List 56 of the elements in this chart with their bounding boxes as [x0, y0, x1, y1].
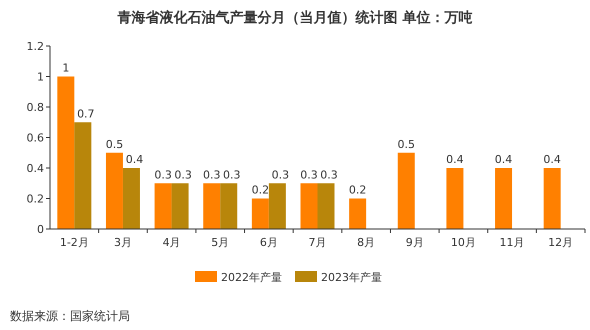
- data-label: 1: [62, 62, 70, 74]
- data-label: 0.2: [252, 184, 270, 196]
- data-label: 0.3: [300, 168, 318, 182]
- data-label: 0.4: [446, 153, 464, 166]
- bar: [220, 183, 238, 229]
- bar: [446, 168, 464, 229]
- y-tick-label: 0.6: [26, 132, 44, 144]
- bar: [172, 183, 189, 229]
- chart-title: 青海省液化石油气产量分月（当月值）统计图 单位：万吨: [116, 9, 472, 26]
- x-tick-label: 3月: [114, 236, 132, 249]
- bar: [398, 152, 415, 229]
- y-tick-label: 0.4: [26, 162, 44, 175]
- legend-label: 2023年产量: [321, 271, 382, 284]
- data-label: 0.3: [320, 168, 338, 182]
- data-label: 0.7: [77, 107, 95, 120]
- bar: [349, 198, 366, 229]
- x-tick-label: 12月: [548, 236, 574, 249]
- x-tick-label: 1-2月: [60, 236, 89, 249]
- x-tick-label: 10月: [450, 236, 476, 249]
- y-tick-label: 0.8: [26, 101, 44, 114]
- x-tick-label: 6月: [260, 236, 278, 249]
- bar: [318, 183, 334, 229]
- bar: [57, 76, 74, 229]
- bar: [122, 168, 140, 229]
- bar: [544, 168, 561, 229]
- y-tick-label: 0: [37, 223, 44, 236]
- x-tick-label: 9月: [406, 236, 424, 249]
- bar: [203, 183, 220, 229]
- y-tick-label: 0.2: [26, 192, 44, 206]
- data-label: 0.4: [126, 153, 144, 166]
- data-label: 0.5: [106, 138, 124, 151]
- legend-label: 2022年产量: [221, 271, 282, 284]
- x-tick-label: 5月: [211, 236, 230, 249]
- data-label: 0.3: [154, 168, 172, 182]
- y-tick-label: 1: [37, 70, 44, 84]
- data-label: 0.3: [272, 168, 290, 182]
- x-tick-label: 4月: [162, 236, 181, 249]
- source-note: 数据来源：国家统计局: [10, 309, 130, 323]
- data-label: 0.2: [348, 184, 366, 196]
- data-label: 0.3: [202, 168, 220, 182]
- x-tick-label: 8月: [357, 236, 376, 249]
- bar: [106, 152, 123, 229]
- y-tick-label: 1.2: [26, 40, 44, 53]
- bar: [154, 183, 172, 229]
- bar: [74, 122, 92, 229]
- data-label: 0.4: [543, 153, 561, 166]
- data-label: 0.4: [494, 153, 512, 166]
- bar: [300, 183, 318, 229]
- bar: [252, 198, 269, 229]
- data-label: 0.3: [222, 168, 240, 182]
- x-tick-label: 11月: [500, 236, 525, 249]
- x-tick-label: 7月: [308, 236, 326, 249]
- data-label: 0.5: [398, 138, 416, 151]
- bar: [495, 168, 512, 229]
- data-label: 0.3: [174, 168, 192, 182]
- bar: [268, 183, 286, 229]
